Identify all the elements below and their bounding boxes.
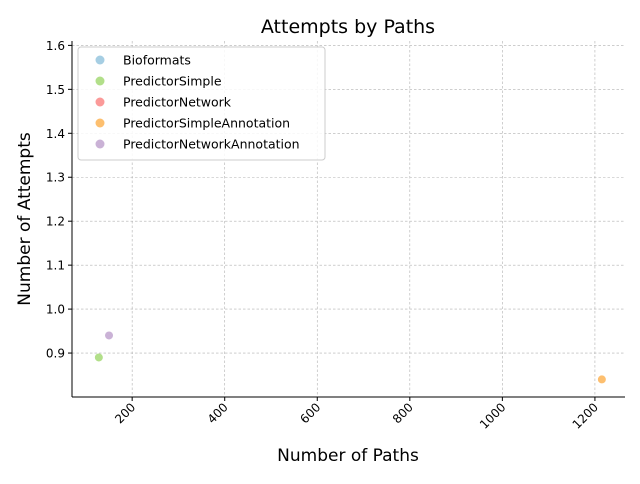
x-tick-label: 1000	[477, 400, 508, 431]
x-tick-label: 400	[205, 400, 231, 426]
y-tick-label: 1.4	[46, 127, 65, 141]
x-ticks: 200 400 600 800 1000 1200	[112, 397, 601, 432]
data-point	[94, 353, 103, 362]
legend-label: Bioformats	[123, 53, 191, 68]
axes	[71, 41, 625, 398]
data-point	[597, 375, 606, 384]
legend-marker	[95, 139, 105, 149]
x-axis-label: Number of Paths	[277, 446, 419, 466]
y-tick-label: 1.5	[46, 83, 65, 97]
x-tick-label: 200	[112, 400, 138, 426]
x-tick-label: 1200	[570, 400, 601, 431]
legend-box	[77, 46, 326, 161]
legend-marker	[95, 118, 105, 128]
chart-title: Attempts by Paths	[261, 16, 435, 38]
x-tick-label: 800	[390, 400, 416, 426]
legend-marker	[95, 55, 105, 65]
y-tick-label: 1.6	[46, 39, 65, 53]
legend-label: PredictorSimple	[123, 74, 222, 89]
legend-label: PredictorNetworkAnnotation	[123, 137, 300, 152]
y-tick-label: 1.0	[46, 303, 65, 317]
x-tick-label: 600	[297, 400, 323, 426]
y-tick-label: 1.1	[46, 259, 65, 273]
y-tick-label: 1.3	[46, 171, 65, 185]
data-points	[94, 331, 606, 384]
y-tick-label: 1.2	[46, 215, 65, 229]
y-tick-label: 0.9	[46, 347, 65, 361]
legend-marker	[95, 97, 105, 107]
legend: Bioformats PredictorSimple PredictorNetwor…	[77, 46, 326, 161]
y-axis-label: Number of Attempts	[15, 132, 35, 306]
data-point	[105, 331, 114, 340]
y-ticks: 0.9 1.0 1.1 1.2 1.3 1.4 1.5 1.6	[46, 39, 72, 361]
legend-label: PredictorSimpleAnnotation	[123, 116, 290, 131]
legend-marker	[95, 76, 105, 86]
legend-label: PredictorNetwork	[123, 95, 232, 110]
